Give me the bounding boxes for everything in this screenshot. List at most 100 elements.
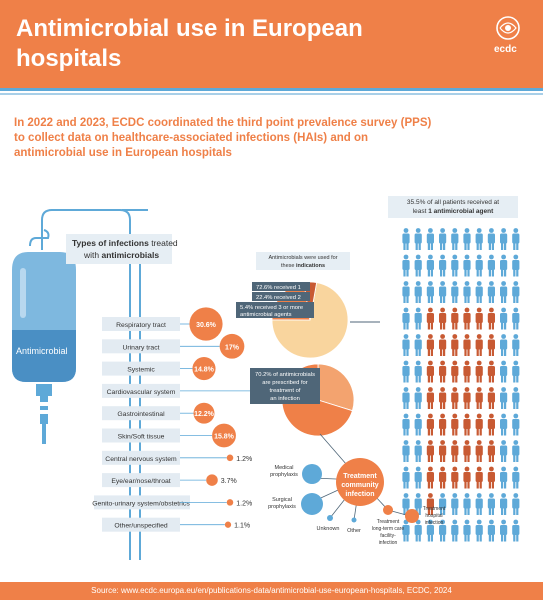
type-label-box — [102, 361, 180, 376]
agents-label-2-box — [252, 292, 310, 301]
person-icon — [426, 228, 434, 250]
type-label-box — [102, 406, 180, 421]
person-icon — [414, 466, 422, 489]
person-icon — [439, 440, 447, 462]
person-icon — [500, 440, 508, 462]
community-bubble — [336, 458, 384, 506]
source-footer: Source: www.ecdc.europa.eu/en/publicatio… — [0, 582, 543, 600]
person-icon — [512, 493, 520, 515]
type-value-label: 15.8% — [214, 434, 235, 441]
type-value-bubble — [212, 423, 236, 448]
person-icon — [512, 228, 520, 250]
hospital-label-1: Treatment — [423, 506, 446, 512]
person-icon — [463, 493, 471, 515]
type-label: Systemic — [127, 367, 155, 374]
agents-label-1-box — [252, 282, 310, 291]
person-icon — [439, 493, 447, 515]
person-icon — [414, 413, 422, 436]
person-icon — [451, 493, 459, 515]
type-value-label: 12.2% — [194, 411, 215, 418]
person-icon — [512, 440, 520, 462]
person-icon — [475, 519, 483, 542]
ltcf-label-1: Treatment — [377, 519, 400, 525]
person-icon — [487, 281, 495, 303]
agents-label-1: 72.6% received 1 — [256, 285, 301, 291]
ltcf-bubble — [383, 505, 393, 515]
type-label: Eye/ear/nose/throat — [111, 478, 170, 485]
person-icon — [439, 307, 447, 330]
person-icon — [463, 334, 471, 356]
person-icon — [414, 254, 422, 277]
person-icon — [451, 281, 459, 303]
type-label-box — [102, 517, 180, 532]
person-icon — [402, 387, 410, 409]
type-value-label: 1.1% — [234, 523, 250, 530]
person-icon — [451, 466, 459, 489]
agents-label-2: 22.4% received 2 — [256, 295, 301, 301]
person-icon — [512, 281, 520, 303]
person-icon — [439, 387, 447, 409]
patients-caption-box — [388, 196, 518, 218]
ecdc-logo-icon — [496, 16, 520, 40]
person-icon — [439, 466, 447, 489]
person-icon — [487, 254, 495, 277]
person-icon — [475, 493, 483, 515]
person-icon — [487, 440, 495, 462]
person-icon — [439, 334, 447, 356]
medical-label-1: Medical — [275, 465, 294, 471]
person-icon — [500, 254, 508, 277]
agents-label-3-box — [236, 302, 314, 318]
person-icon — [451, 440, 459, 462]
type-value-bubble — [206, 474, 218, 486]
indications-bubbles — [301, 433, 419, 523]
type-value-label: 1.2% — [236, 500, 252, 507]
type-label-box — [102, 450, 180, 465]
person-icon — [463, 281, 471, 303]
person-icon — [463, 228, 471, 250]
person-icon — [402, 334, 410, 356]
infusion-bag — [12, 229, 76, 444]
person-icon — [402, 413, 410, 436]
patients-icon-grid — [402, 228, 520, 542]
type-value-bubble — [226, 454, 234, 462]
surgical-label-2: prophylaxis — [268, 504, 296, 510]
community-bubble-label-2: community — [341, 482, 378, 489]
agents-label-3b: antimicrobial agents — [240, 312, 292, 318]
person-icon — [500, 307, 508, 330]
person-icon — [512, 466, 520, 489]
hospital-label-2: hospital — [425, 513, 442, 519]
indications-title-box — [256, 252, 350, 270]
person-icon — [402, 228, 410, 250]
person-icon — [439, 413, 447, 436]
person-icon — [426, 334, 434, 356]
type-value-bubble — [193, 402, 215, 424]
person-icon — [439, 281, 447, 303]
person-icon — [487, 360, 495, 383]
person-icon — [487, 307, 495, 330]
person-icon — [402, 360, 410, 383]
type-value-label: 1.2% — [236, 456, 252, 463]
community-label-3: treatment of — [270, 388, 301, 394]
intro-text: In 2022 and 2023, ECDC coordinated the t… — [14, 117, 432, 159]
person-icon — [512, 334, 520, 356]
types-title-line1: Types of infections treated — [72, 238, 178, 248]
person-icon — [451, 228, 459, 250]
person-icon — [500, 493, 508, 515]
person-icon — [512, 307, 520, 330]
type-value-label: 3.7% — [221, 478, 237, 485]
person-icon — [426, 307, 434, 330]
person-icon — [414, 281, 422, 303]
other-label: Other — [347, 528, 361, 534]
person-icon — [475, 334, 483, 356]
type-value-bubble — [192, 357, 216, 381]
type-label: Cardiovascular system — [107, 389, 176, 396]
person-icon — [487, 466, 495, 489]
header-banner: Antimicrobial use in European hospitals … — [0, 0, 543, 88]
type-label-box — [102, 428, 180, 443]
person-icon — [500, 466, 508, 489]
person-icon — [451, 254, 459, 277]
person-icon — [463, 254, 471, 277]
person-icon — [475, 360, 483, 383]
type-label: Genito-urinary system/obstetrics — [92, 500, 190, 507]
